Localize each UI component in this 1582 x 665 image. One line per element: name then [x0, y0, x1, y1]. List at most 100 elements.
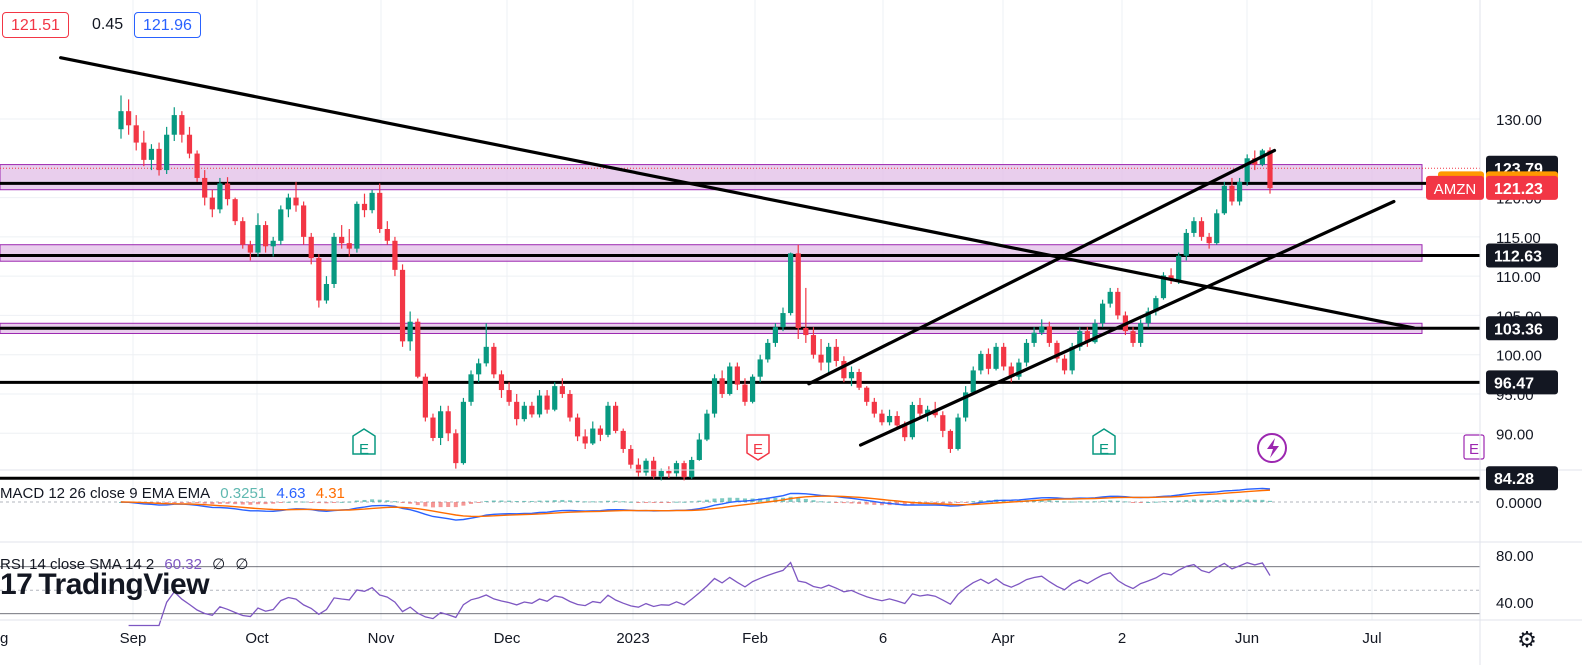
candle-body: [354, 203, 360, 249]
candle-body: [613, 405, 619, 431]
macd-histogram-bar: [864, 502, 869, 505]
candle-body: [719, 378, 725, 394]
time-tick-label: Nov: [368, 630, 395, 647]
candle-body: [1183, 232, 1189, 256]
macd-histogram-bar: [461, 502, 466, 506]
rsi-axis-label: 80.00: [1496, 548, 1534, 565]
candle-body: [1008, 366, 1014, 377]
macd-histogram-bar: [1123, 501, 1128, 503]
price-tick-label: 130.00: [1496, 112, 1542, 129]
macd-histogram-bar: [195, 502, 200, 504]
time-tick-label: 2: [1118, 630, 1126, 647]
candle-body: [1153, 298, 1159, 312]
macd-histogram-bar: [902, 502, 907, 506]
macd-histogram-bar: [225, 502, 230, 504]
price-badge: [1486, 316, 1558, 341]
macd-histogram-bar: [347, 501, 352, 503]
macd-histogram-value: 0.3251: [220, 485, 267, 502]
macd-histogram-bar: [491, 500, 496, 502]
macd-histogram-bar: [415, 502, 420, 506]
candle-body: [1001, 346, 1007, 367]
macd-histogram-bar: [278, 502, 283, 503]
price-badge-label-box: [1426, 175, 1484, 200]
candle-body: [392, 240, 398, 270]
candle-body: [323, 283, 330, 301]
gear-icon[interactable]: ⚙: [1517, 627, 1537, 652]
macd-histogram-bar: [674, 501, 679, 503]
candle-body: [1160, 275, 1167, 299]
macd-histogram-bar: [1047, 500, 1052, 502]
macd-histogram-bar: [233, 502, 238, 505]
candle-body: [126, 111, 132, 126]
candle-body: [278, 209, 284, 241]
macd-histogram-bar: [1153, 501, 1158, 503]
macd-histogram-bar: [628, 501, 633, 503]
macd-histogram-bar: [370, 499, 375, 502]
grid-lines: [0, 0, 1480, 620]
candle-body: [993, 346, 999, 369]
macd-histogram-bar: [484, 500, 489, 502]
macd-histogram-bar: [1100, 500, 1105, 502]
candle-body: [293, 197, 299, 206]
price-badge: [1486, 243, 1558, 268]
time-tick-label: Feb: [742, 630, 768, 647]
macd-histogram-bar: [1054, 500, 1059, 502]
macd-histogram-bar: [834, 502, 839, 503]
macd-histogram-bar: [1009, 500, 1014, 502]
candle-body: [765, 342, 771, 360]
macd-histogram-bar: [400, 502, 405, 504]
rsi-legend[interactable]: RSI 14 close SMA 14 2 60.32 ∅ ∅: [0, 555, 254, 573]
trendlines: [58, 56, 1416, 447]
candle-body: [567, 393, 573, 418]
macd-histogram-bar: [339, 501, 344, 503]
candle-body: [156, 148, 162, 171]
time-axis[interactable]: g Sep Oct Nov Dec 2023 Feb 6 Apr 2 Jun Jul: [0, 619, 1582, 647]
candle-body: [498, 374, 505, 391]
macd-legend[interactable]: MACD 12 26 close 9 EMA EMA 0.3251 4.63 4…: [0, 485, 351, 502]
trendline: [858, 199, 1396, 447]
macd-histogram-bar: [1176, 500, 1181, 502]
candle-body: [399, 269, 406, 342]
macd-histogram-bar: [651, 502, 656, 503]
macd-histogram-bar: [309, 502, 314, 503]
macd-histogram-bar: [1039, 499, 1044, 502]
candle-body: [1244, 158, 1250, 182]
candle-body: [1039, 326, 1045, 333]
macd-histogram-bar: [453, 502, 458, 508]
candle-body: [810, 335, 817, 355]
candle-body: [308, 236, 314, 259]
tradingview-logo: 17 TradingView: [0, 568, 210, 602]
time-tick-label: 6: [879, 630, 887, 647]
macd-histogram-bar: [545, 500, 550, 502]
price-badge: [1486, 175, 1558, 200]
macd-histogram-bar: [430, 502, 435, 508]
macd-histogram-bar: [879, 502, 884, 506]
price-badges: 123.79121.81Pre121.23AMZN112.63103.3696.…: [1426, 155, 1558, 491]
candle-body: [316, 258, 322, 301]
macd-histogram-bar: [933, 502, 938, 504]
candle-body: [673, 463, 680, 474]
candle-body: [262, 225, 269, 247]
candle-body: [301, 205, 307, 237]
candle-body: [437, 411, 444, 438]
candle-body: [886, 415, 893, 423]
macd-histogram-bar: [575, 500, 580, 502]
macd-histogram-bar: [217, 502, 222, 504]
macd-histogram-bar: [1214, 500, 1219, 502]
macd-histogram-bar: [522, 500, 527, 502]
candle-body: [552, 386, 558, 410]
candle-body: [841, 360, 847, 379]
earnings-marker-label: E: [1099, 441, 1109, 458]
candle-body: [590, 428, 596, 444]
candle-body: [255, 225, 261, 253]
macd-histogram-bar: [613, 500, 618, 502]
candle-body: [879, 413, 885, 423]
macd-histogram-bar: [1108, 500, 1113, 502]
macd-histogram-bar: [963, 502, 968, 503]
candle-body: [453, 433, 459, 464]
macd-histogram-bar: [948, 502, 953, 504]
candle-body: [1016, 362, 1022, 377]
candle-body: [734, 366, 740, 385]
price-tick-label: 90.00: [1496, 426, 1534, 443]
